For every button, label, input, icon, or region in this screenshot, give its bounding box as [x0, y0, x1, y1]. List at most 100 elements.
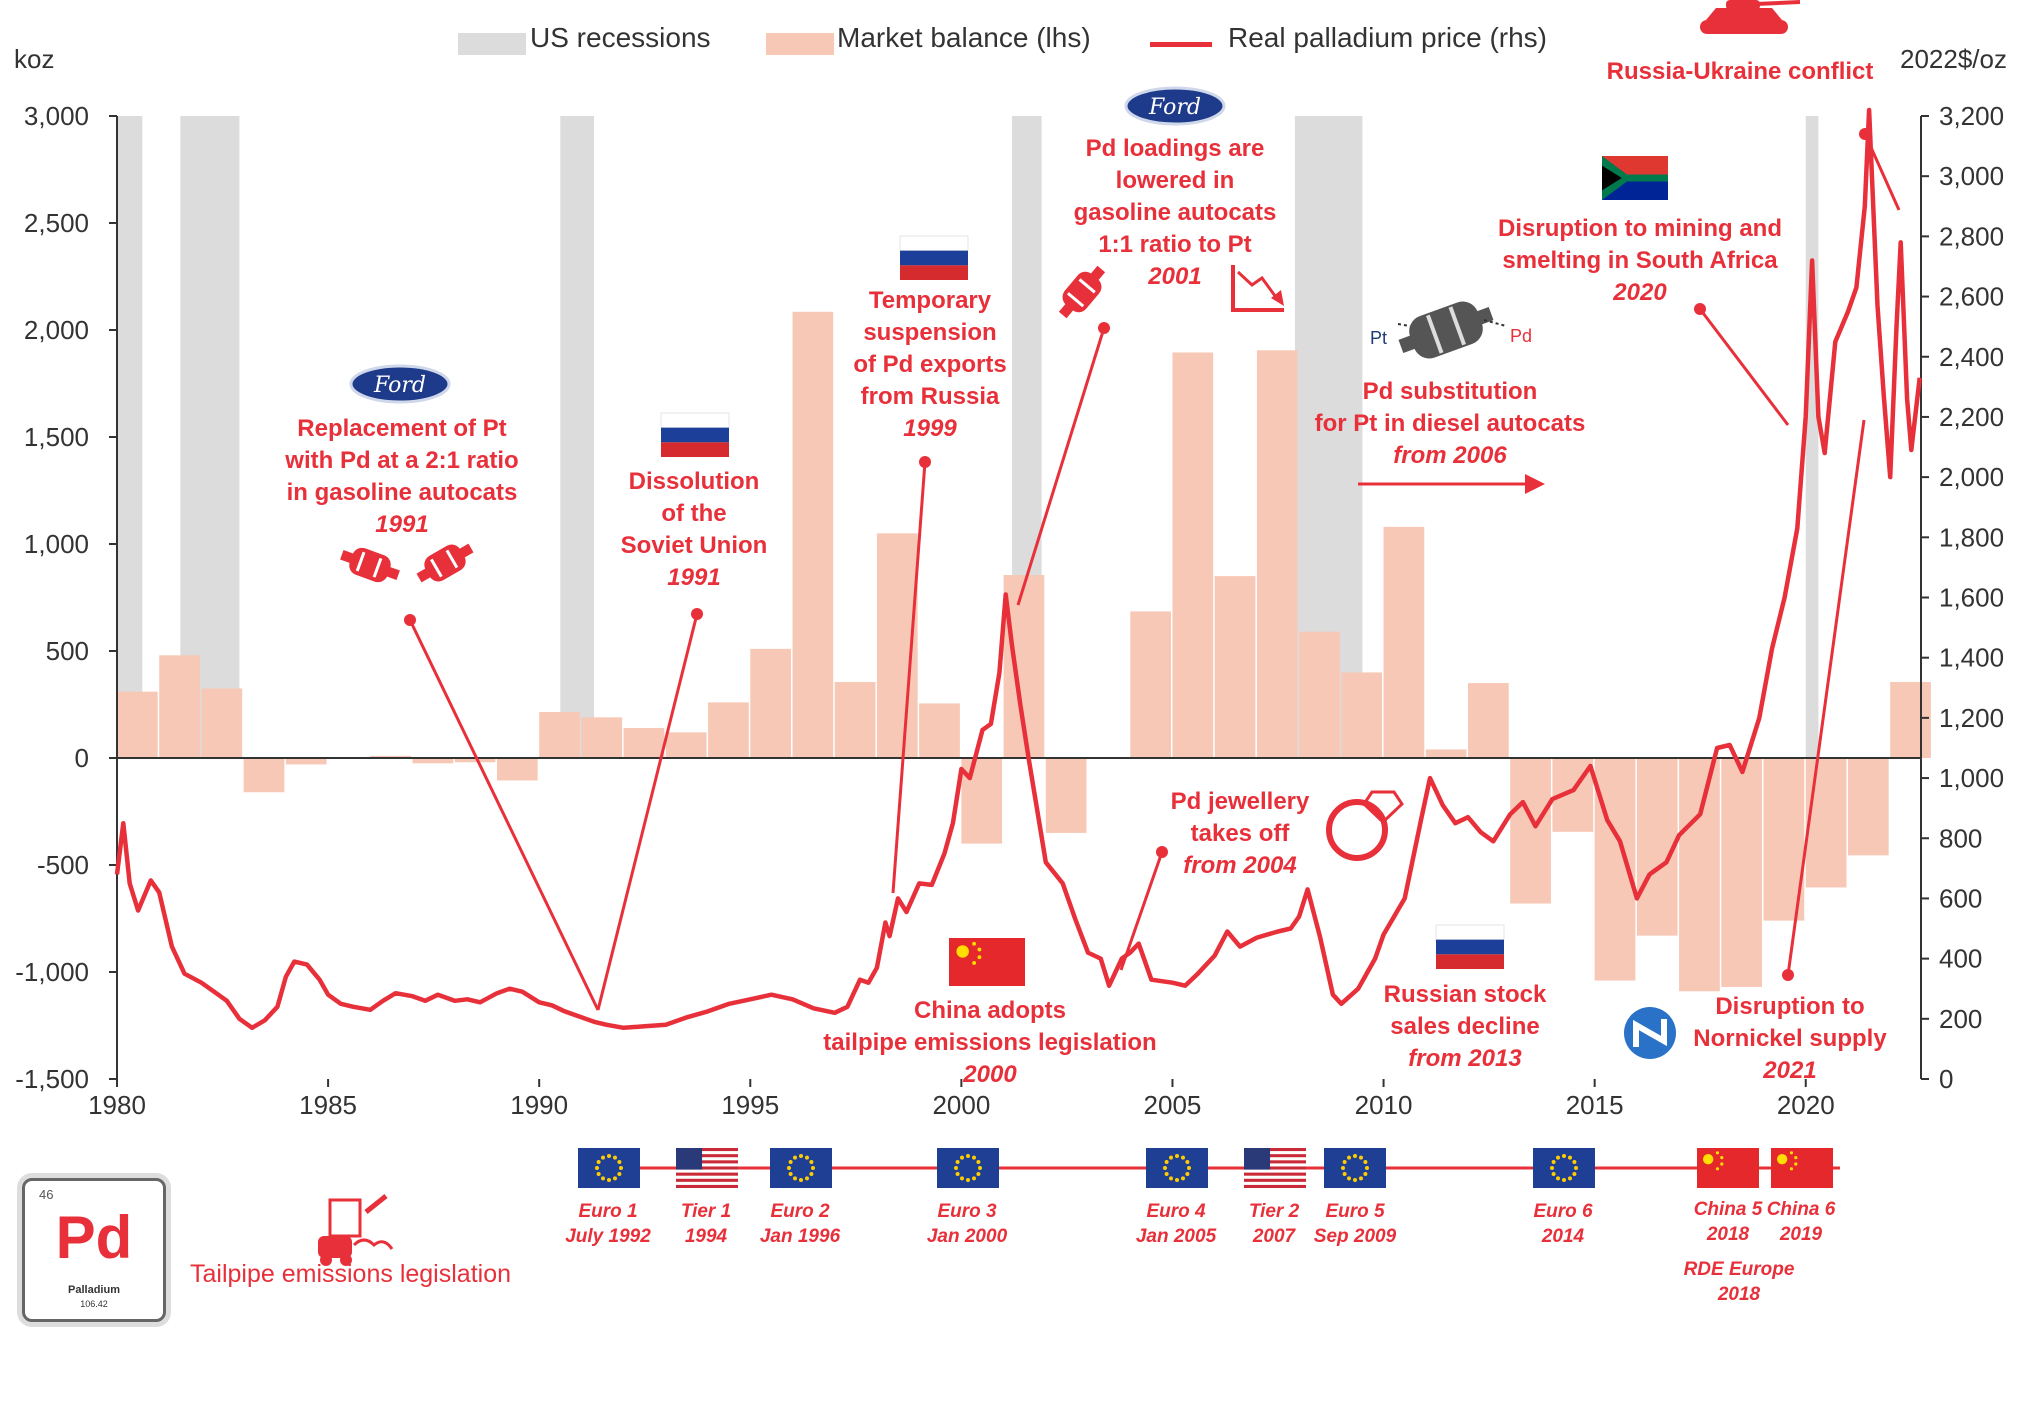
annotation-year: from 2006 — [1393, 442, 1507, 469]
nornickel-logo-icon — [1624, 1007, 1676, 1059]
right-tick-label: 3,000 — [1939, 161, 2004, 191]
timeline-event-date: July 1992 — [565, 1226, 651, 1247]
right-tick-label: 1,600 — [1939, 583, 2004, 613]
eu-flag-icon — [1146, 1148, 1208, 1188]
flag-stripe — [676, 1154, 738, 1158]
ford-logo-icon: Ford — [1124, 86, 1226, 126]
flag-star — [1163, 1166, 1167, 1170]
flag-star — [977, 947, 982, 952]
flag-star — [787, 1166, 791, 1170]
left-tick-label: -500 — [37, 850, 89, 880]
autocat-pipe — [416, 567, 432, 583]
x-tick-label: 1995 — [721, 1090, 779, 1120]
flag-star — [596, 1172, 601, 1176]
flag-star — [1164, 1160, 1169, 1164]
flag-star — [955, 1172, 960, 1176]
car-wheel — [340, 1254, 352, 1266]
logo-mark — [1633, 1019, 1667, 1047]
annotation-icons: Ford Ford — [318, 0, 1801, 1266]
timeline-label-euro3: Euro 3 Jan 2000 — [902, 1199, 1032, 1249]
autocat-body — [1062, 271, 1102, 313]
flag-star — [1185, 1172, 1190, 1176]
left-tick-label: -1,000 — [15, 957, 89, 987]
autocat-band — [372, 557, 383, 578]
autocat-band — [355, 551, 366, 572]
annotation-text: Dissolution — [628, 468, 760, 495]
flag-star — [966, 1154, 970, 1158]
leader-line — [1698, 308, 1790, 426]
autocat-band — [445, 549, 459, 569]
timeline-label-rde: RDE Europe 2018 — [1669, 1257, 1809, 1307]
flag-star — [1550, 1166, 1554, 1170]
annotation-text: of the — [661, 500, 727, 527]
flag-star — [607, 1178, 611, 1182]
recession-band — [180, 116, 240, 758]
flag-star — [1169, 1176, 1173, 1181]
tank-turret — [1726, 0, 1760, 10]
autocat-band — [1066, 292, 1085, 308]
x-tick-label: 2010 — [1355, 1090, 1413, 1120]
balance-bar — [1256, 350, 1298, 758]
balance-bar — [539, 711, 580, 758]
flag-star — [1359, 1176, 1363, 1181]
legend-recessions-label: US recessions — [530, 22, 711, 53]
flag-star — [972, 961, 977, 965]
flag-star — [595, 1166, 599, 1170]
balance-bar — [1425, 749, 1467, 758]
annotation-text: tailpipe emissions legislation — [823, 1029, 1157, 1056]
balance-bar — [1467, 683, 1509, 758]
ford-wordmark: Ford — [373, 373, 426, 398]
flag-star — [1720, 1162, 1724, 1166]
flag-band — [1436, 954, 1504, 969]
flag-canton — [676, 1148, 703, 1170]
flag-star — [1341, 1166, 1345, 1170]
exhaust-cloud — [352, 1238, 394, 1250]
autocat-pipe — [458, 543, 474, 559]
flag-star — [1181, 1155, 1185, 1160]
x-tick-label: 2015 — [1566, 1090, 1624, 1120]
ford-oval — [349, 364, 451, 404]
russia-flag-icon — [660, 412, 730, 457]
right-tick-label: 200 — [1939, 1004, 1982, 1034]
legend-recession-swatch — [458, 33, 526, 55]
price-series — [114, 107, 1922, 1031]
balance-bar — [1890, 682, 1931, 758]
flag-star — [956, 945, 969, 958]
annotation-text: takes off — [1190, 820, 1290, 847]
left-tick-label: 2,500 — [24, 208, 89, 238]
right-tick-label: 2,400 — [1939, 342, 2004, 372]
tank-hull — [1706, 8, 1782, 20]
timeline-event-name: Euro 2 — [770, 1201, 830, 1222]
balance-bar — [117, 691, 158, 758]
gasoline-autocat-icon — [416, 543, 474, 583]
recession-band — [1805, 116, 1819, 758]
flag-star — [793, 1176, 797, 1181]
annotation-leader-lines — [404, 128, 1901, 1011]
annotation-text: smelting in South Africa — [1502, 247, 1778, 274]
balance-bar — [496, 758, 538, 781]
flag-stripe — [676, 1166, 738, 1170]
pt-dash — [1397, 323, 1411, 327]
chart-line-mini — [1236, 270, 1280, 301]
ford-logo-icon: Ford — [349, 364, 451, 404]
flag-stripe — [1244, 1178, 1306, 1182]
flag-star — [607, 1154, 611, 1158]
annotation-text: Disruption to mining and — [1498, 215, 1782, 242]
market-balance-bars — [117, 311, 1931, 992]
flag-band — [899, 235, 969, 251]
right-axis-unit: 2022$/oz — [1900, 44, 2007, 74]
flag-star — [1551, 1160, 1556, 1164]
legend-balance-swatch — [766, 33, 834, 55]
leader-dot — [1098, 322, 1110, 334]
left-tick-label: 2,000 — [24, 315, 89, 345]
annotation-jewellery: Pd jewellery takes off from 2004 — [1130, 786, 1350, 882]
flag-stripe — [1244, 1184, 1306, 1188]
timeline-label-euro6: Euro 6 2014 — [1498, 1199, 1628, 1249]
flag-star — [1572, 1172, 1577, 1176]
eu-flag-icon — [1324, 1148, 1386, 1188]
autocat-pipe — [340, 550, 355, 564]
substitution-arrow-head — [1525, 474, 1545, 494]
autocat-pipe — [1058, 302, 1075, 319]
leader-dot — [404, 614, 416, 626]
